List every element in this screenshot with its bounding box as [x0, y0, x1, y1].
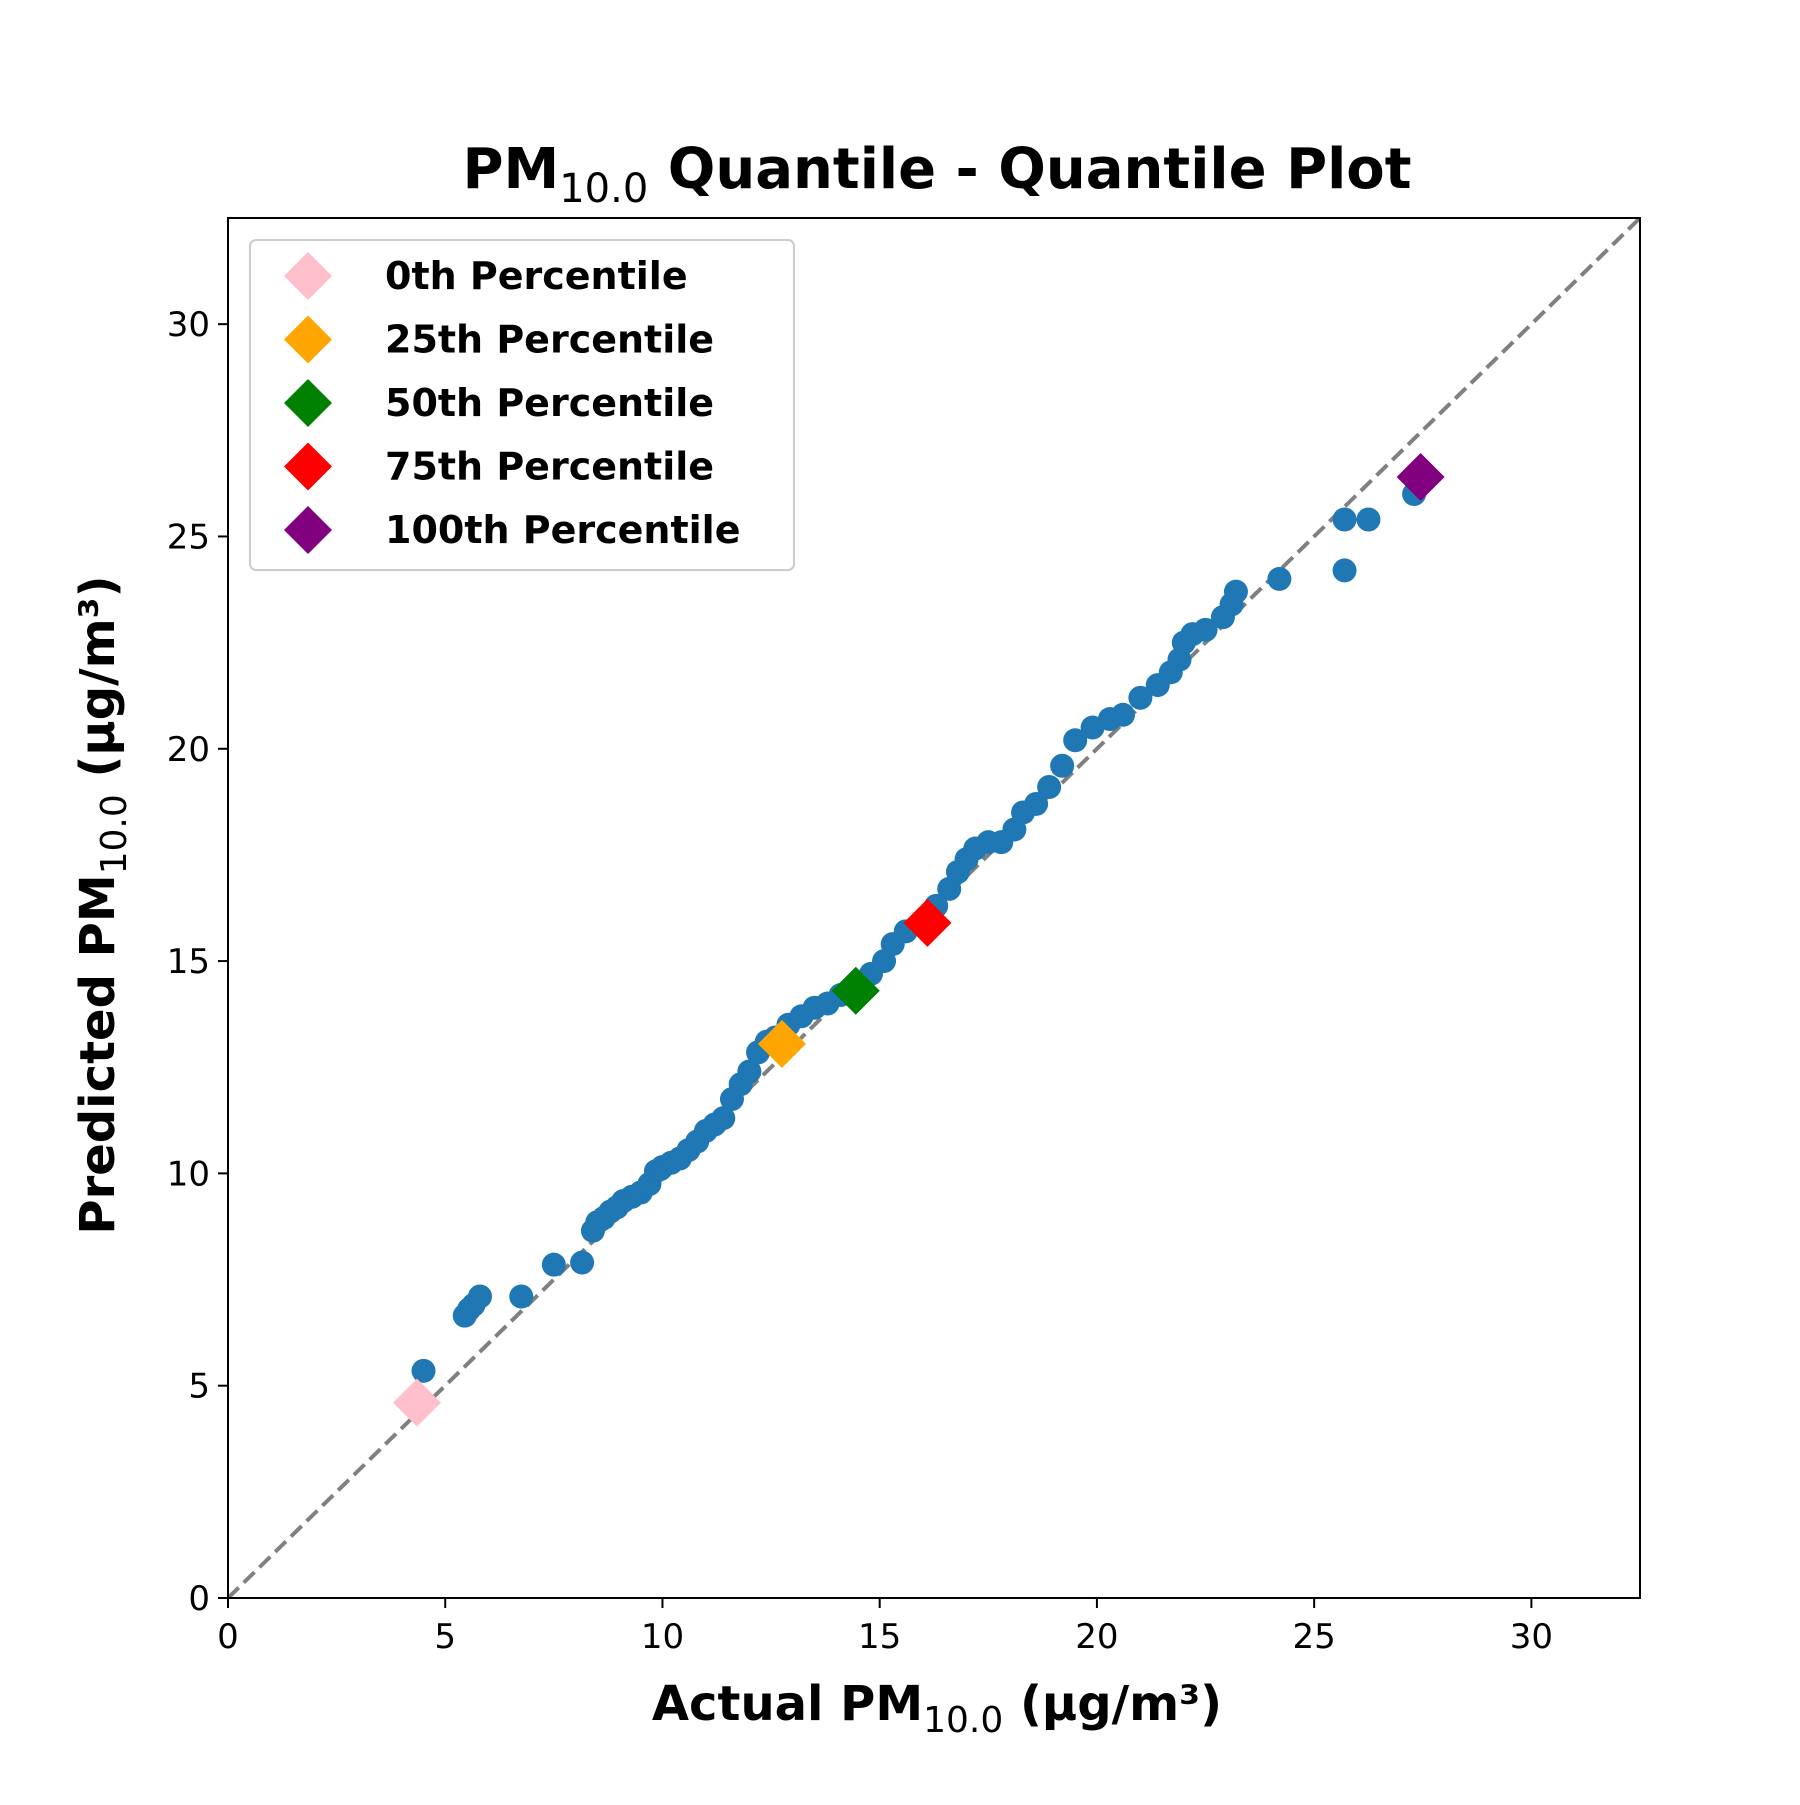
x-tick-label: 5 — [434, 1617, 456, 1657]
x-tick-label: 25 — [1293, 1617, 1336, 1657]
legend-marker-4 — [284, 506, 332, 554]
legend-marker-2 — [284, 379, 332, 427]
x-axis: 0 5 10 15 20 25 30 — [217, 1598, 1553, 1657]
data-point — [1356, 507, 1381, 532]
x-tick-label: 30 — [1510, 1617, 1553, 1657]
plot-area — [228, 218, 1640, 1598]
data-point — [1332, 507, 1357, 532]
legend-label-4: 100th Percentile — [385, 508, 740, 552]
chart-title: PM10.0 Quantile - Quantile Plot — [462, 137, 1411, 212]
y-tick-label: 0 — [188, 1579, 210, 1619]
data-point — [1037, 774, 1062, 799]
data-point — [411, 1358, 436, 1383]
data-point — [1050, 753, 1075, 778]
data-point — [711, 1106, 736, 1131]
x-axis-label-subscript: 10.0 — [923, 1700, 1003, 1741]
y-tick-label: 5 — [188, 1367, 210, 1407]
x-axis-label: Actual PM10.0 (µg/m³) — [652, 1676, 1222, 1741]
y-axis: 0 5 10 15 20 25 30 — [167, 305, 228, 1619]
y-tick-label: 10 — [167, 1154, 210, 1194]
legend-label-0: 0th Percentile — [385, 254, 688, 298]
legend: 0th Percentile 25th Percentile 50th Percen… — [249, 239, 795, 571]
data-point — [737, 1059, 762, 1084]
data-point — [467, 1284, 492, 1309]
y-axis-label: Predicted PM10.0 (µg/m³) — [70, 575, 135, 1234]
y-axis-label-subscript: 10.0 — [94, 794, 135, 874]
data-point — [1193, 617, 1218, 642]
data-point — [541, 1252, 566, 1277]
data-point — [1063, 728, 1088, 753]
data-point — [1128, 685, 1153, 710]
data-point — [1110, 702, 1135, 727]
x-tick-label: 20 — [1075, 1617, 1118, 1657]
legend-label-2: 50th Percentile — [385, 381, 714, 425]
y-tick-label: 20 — [167, 730, 210, 770]
y-tick-label: 30 — [167, 305, 210, 345]
percentile-marker-4 — [1396, 453, 1445, 502]
x-tick-label: 0 — [217, 1617, 239, 1657]
legend-box — [249, 239, 795, 571]
data-point — [570, 1250, 595, 1275]
x-tick-label: 15 — [858, 1617, 901, 1657]
data-point — [1267, 566, 1292, 591]
percentile-marker-1 — [757, 1019, 806, 1068]
data-point — [1223, 579, 1248, 604]
chart-title-subscript: 10.0 — [559, 166, 648, 212]
percentile-marker-2 — [831, 966, 880, 1015]
legend-marker-1 — [284, 315, 332, 364]
legend-marker-3 — [284, 442, 332, 491]
plot-marks — [228, 218, 1640, 1598]
data-point — [509, 1284, 534, 1309]
y-tick-label: 15 — [167, 942, 210, 982]
percentile-marker-3 — [903, 898, 952, 947]
data-point — [1024, 791, 1049, 816]
legend-label-3: 75th Percentile — [385, 445, 714, 489]
axes-frame — [227, 217, 1641, 1599]
percentile-marker-0 — [392, 1378, 441, 1427]
x-tick-label: 10 — [641, 1617, 684, 1657]
data-point — [1332, 558, 1357, 583]
legend-label-1: 25th Percentile — [385, 318, 714, 362]
y-tick-label: 25 — [167, 517, 210, 557]
legend-marker-0 — [284, 252, 332, 300]
